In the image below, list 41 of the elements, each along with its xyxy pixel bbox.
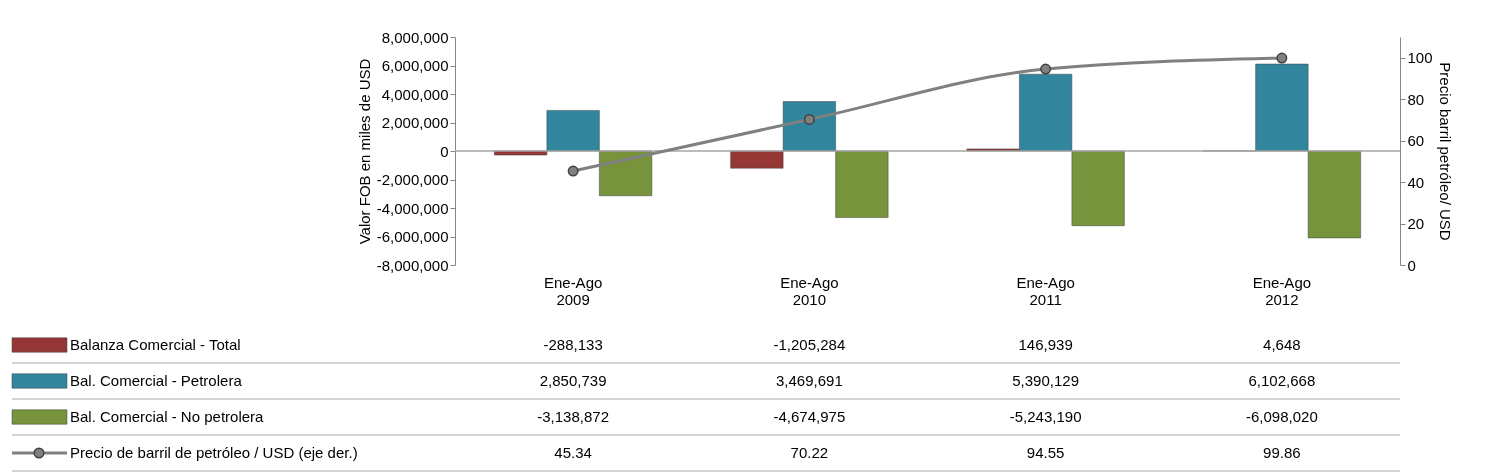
y2-tick-label: 60 <box>1407 132 1425 150</box>
y-tick-label: 2,000,000 <box>381 114 449 131</box>
legend-label: Precio de barril de petróleo / USD (eje der.) <box>70 444 358 461</box>
data-label: 99.86 <box>1263 444 1301 461</box>
y2-tick-label: 0 <box>1407 256 1416 274</box>
y2-tick-label: 80 <box>1407 90 1425 108</box>
data-label: 2,850,739 <box>539 372 607 389</box>
x-tick-label: Ene-Ago 2010 <box>780 273 839 308</box>
legend-label: Bal. Comercial - No petrolera <box>70 408 265 425</box>
data-label: 6,102,668 <box>1248 372 1316 389</box>
y-tick-label: 6,000,000 <box>381 57 449 74</box>
data-label: 94.55 <box>1026 444 1065 461</box>
y-tick-label: -4,000,000 <box>376 199 449 217</box>
data-label: 70.22 <box>790 444 829 461</box>
y2-tick-label: 20 <box>1407 215 1425 233</box>
y-tick-label: 0 <box>440 142 449 160</box>
data-label: -3,138,872 <box>537 408 609 425</box>
data-label: -5,243,190 <box>1009 408 1082 425</box>
x-tick-label: Ene-Ago 2012 <box>1252 273 1312 308</box>
legend-label: Bal. Comercial - Petrolera <box>70 372 243 389</box>
y-tick-label: 8,000,000 <box>381 28 449 46</box>
y2-axis-title: Precio barril petróleo/ USD <box>1436 62 1454 241</box>
y2-tick-label: 40 <box>1407 173 1425 191</box>
data-label: 4,648 <box>1263 336 1301 353</box>
x-tick-label: Ene-Ago 2009 <box>543 273 603 308</box>
data-label: 3,469,691 <box>776 372 843 389</box>
data-label: -6,098,020 <box>1246 408 1318 425</box>
y-axis-title: Valor FOB en miles de USD <box>355 58 373 245</box>
y-tick-label: -2,000,000 <box>376 171 449 188</box>
data-label: -288,133 <box>543 336 603 353</box>
legend-label: Balanza Comercial - Total <box>70 336 241 353</box>
y-tick-label: -6,000,000 <box>376 228 449 245</box>
y2-tick-label: 100 <box>1407 49 1433 67</box>
data-label: 5,390,129 <box>1012 372 1079 389</box>
x-tick-label: Ene-Ago 2011 <box>1016 273 1075 308</box>
data-label: 45.34 <box>554 444 592 461</box>
y-tick-label: 4,000,000 <box>381 85 449 103</box>
data-label: -1,205,284 <box>773 336 846 353</box>
y-tick-label: -8,000,000 <box>376 256 449 274</box>
data-label: 146,939 <box>1018 336 1073 353</box>
data-label: -4,674,975 <box>773 408 846 425</box>
